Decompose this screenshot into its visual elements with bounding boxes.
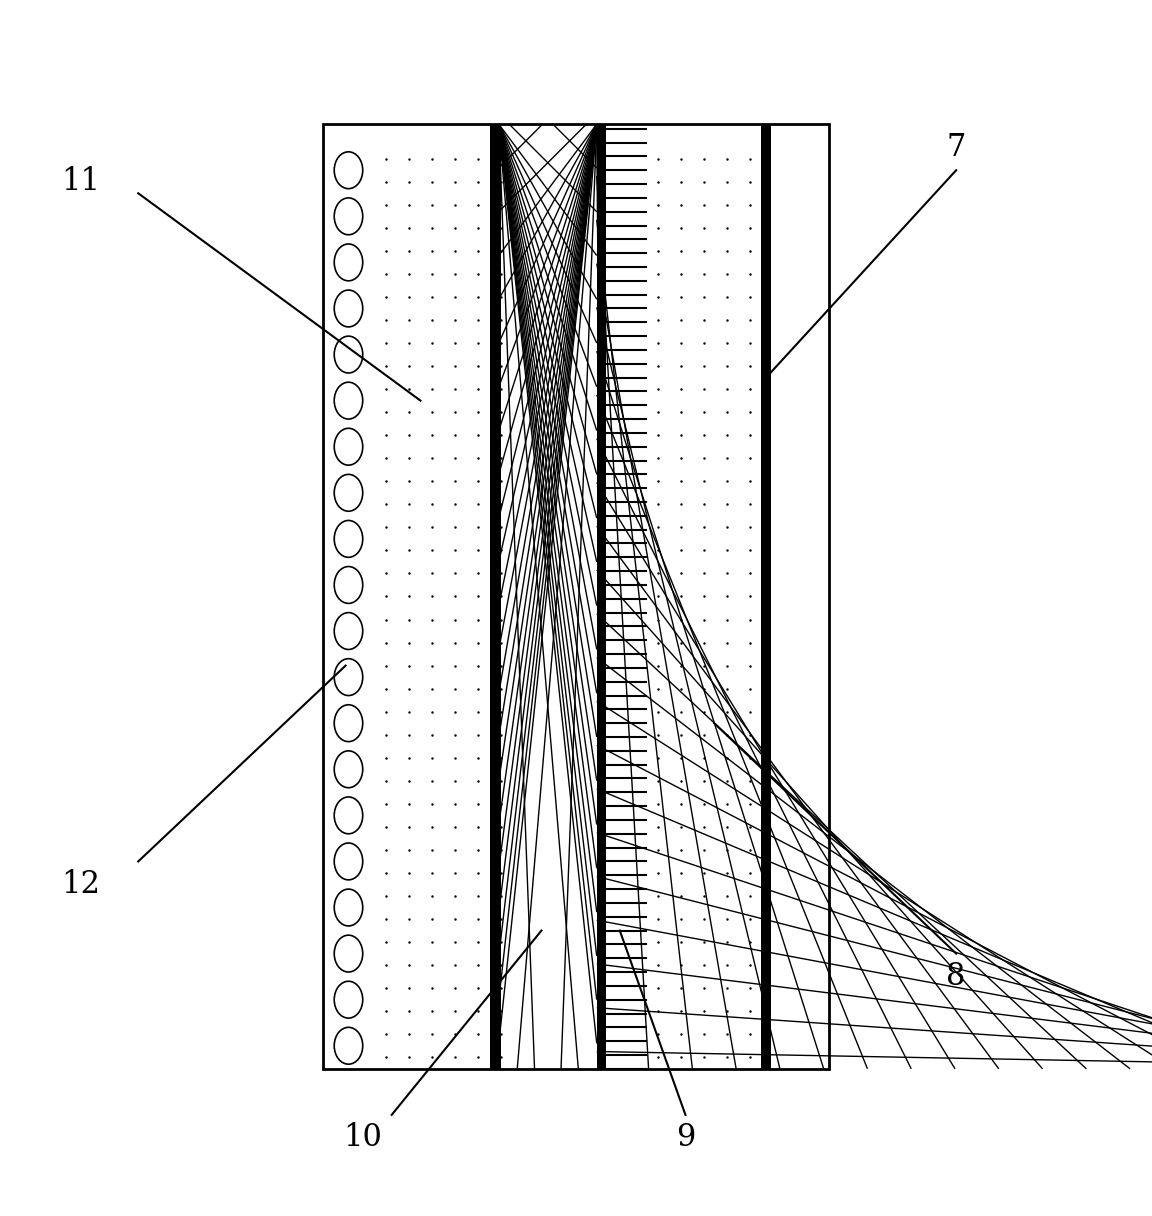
Text: 9: 9 (676, 1122, 695, 1154)
Text: 10: 10 (343, 1122, 382, 1154)
Bar (323, 124, 374, 1069)
Text: 8: 8 (947, 961, 965, 992)
Bar (597, 124, 606, 1069)
Bar (761, 124, 771, 1069)
Bar (374, 124, 490, 1069)
Bar (606, 124, 646, 1069)
Text: 11: 11 (61, 167, 100, 197)
Text: 7: 7 (947, 131, 965, 163)
Text: 12: 12 (61, 869, 100, 900)
Bar (499, 124, 597, 1069)
Bar (646, 124, 761, 1069)
Bar (323, 124, 829, 1069)
Bar (490, 124, 499, 1069)
Bar (323, 124, 829, 1069)
